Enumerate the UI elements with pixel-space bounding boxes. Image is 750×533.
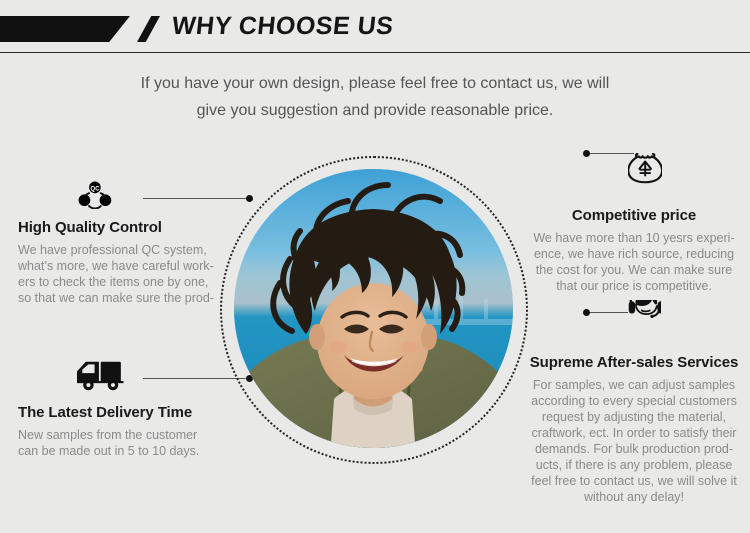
svg-text:QC: QC (90, 185, 100, 192)
